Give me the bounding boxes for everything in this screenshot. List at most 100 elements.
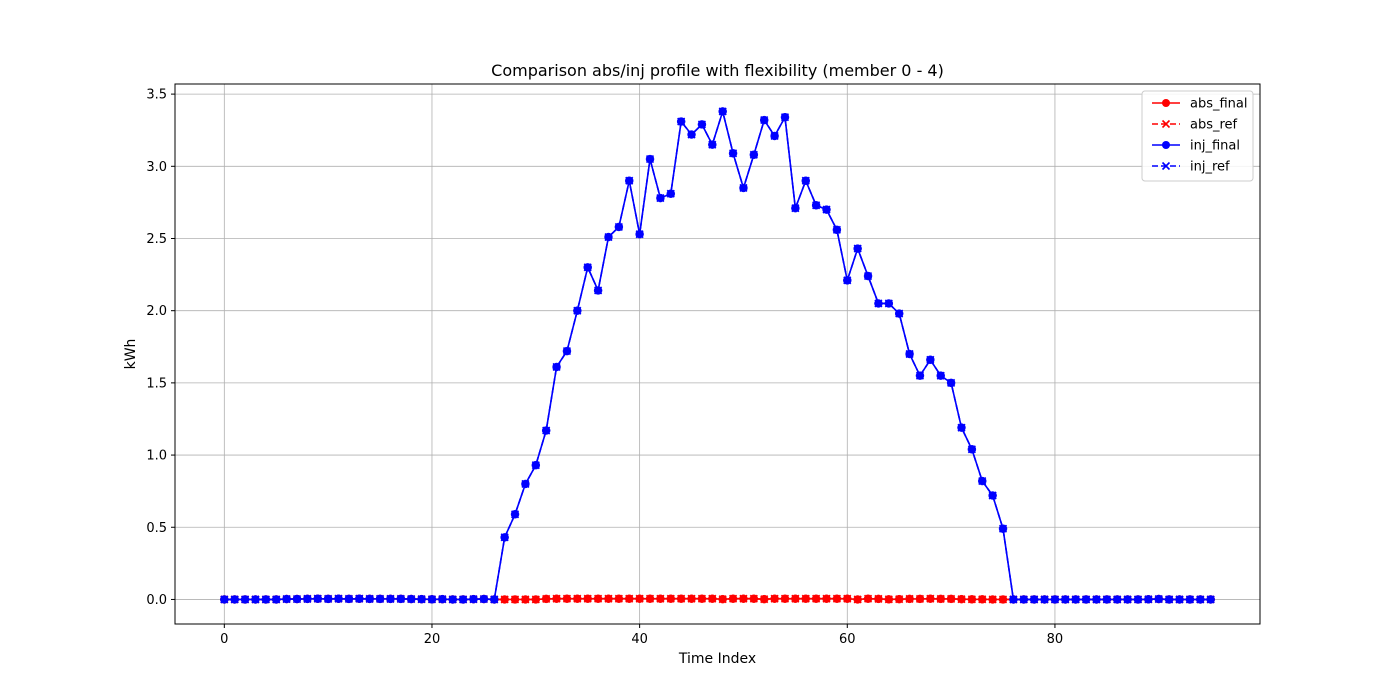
- data-point: [427, 595, 437, 604]
- data-point: [1009, 595, 1018, 604]
- legend-item-abs-ref: abs_ref: [1152, 118, 1238, 133]
- data-point: [594, 286, 603, 295]
- data-point: [853, 595, 862, 604]
- data-point: [926, 594, 935, 603]
- data-point: [863, 271, 873, 281]
- data-point: [521, 479, 530, 489]
- data-point: [552, 362, 561, 372]
- data-point: [303, 594, 312, 603]
- x-tick-label: 80: [1047, 632, 1064, 647]
- data-point: [687, 594, 696, 603]
- y-tick-label: 2.0: [146, 304, 167, 319]
- data-point: [500, 533, 509, 542]
- y-tick-label: 0.0: [146, 593, 167, 608]
- data-point: [573, 306, 582, 315]
- data-point: [739, 594, 748, 603]
- data-point: [500, 595, 509, 604]
- data-point: [614, 594, 623, 603]
- data-point: [749, 150, 758, 159]
- data-point: [947, 378, 956, 387]
- data-point: [884, 299, 893, 308]
- data-point: [729, 594, 738, 603]
- data-point: [780, 594, 790, 603]
- data-point: [459, 595, 468, 604]
- legend-marker: [1161, 161, 1171, 171]
- legend-box: [1141, 90, 1254, 182]
- data-point: [313, 594, 322, 603]
- x-axis-label: Time Index: [678, 651, 756, 667]
- data-point: [1102, 595, 1111, 604]
- legend-label: inj_ref: [1190, 160, 1230, 175]
- legend-label: abs_ref: [1190, 118, 1238, 133]
- legend-item-inj-ref: inj_ref: [1152, 160, 1230, 175]
- data-point: [521, 595, 530, 604]
- data-point: [718, 595, 727, 604]
- data-point: [1071, 595, 1080, 604]
- legend-marker: [1162, 141, 1170, 149]
- data-point: [562, 594, 572, 603]
- data-point: [251, 595, 260, 604]
- data-point: [760, 116, 769, 125]
- data-point: [635, 594, 644, 603]
- data-point: [272, 595, 281, 604]
- data-point: [656, 594, 665, 603]
- legend-label: inj_final: [1190, 139, 1240, 154]
- data-point: [1040, 595, 1049, 604]
- data-point: [1030, 595, 1039, 604]
- data-point: [1175, 595, 1184, 604]
- data-point: [375, 594, 385, 603]
- data-point: [760, 595, 769, 604]
- y-tick-label: 0.5: [146, 521, 167, 536]
- data-point: [832, 225, 841, 234]
- data-point: [448, 595, 457, 604]
- data-point: [604, 594, 613, 603]
- legend-item-abs-final: abs_final: [1152, 97, 1248, 112]
- data-point: [573, 594, 582, 603]
- y-tick-label: 2.5: [146, 232, 167, 247]
- legend-marker: [1162, 99, 1170, 107]
- y-axis-label: kWh: [123, 339, 139, 370]
- data-point: [843, 276, 852, 285]
- data-point: [791, 594, 800, 603]
- x-tick-label: 20: [424, 632, 441, 647]
- data-point: [1050, 595, 1060, 604]
- data-point: [998, 524, 1008, 533]
- data-point: [614, 222, 623, 232]
- data-point: [697, 594, 706, 603]
- axis-ticks: 0 20 40 60 80 0.0 0.5 1.0 1.5 2.0 2.5 3.0 3.5: [146, 88, 1063, 647]
- data-point: [1196, 595, 1205, 604]
- data-point: [884, 595, 893, 604]
- data-point: [915, 594, 925, 603]
- data-point: [905, 349, 914, 359]
- x-tick-label: 60: [839, 632, 856, 647]
- data-point: [729, 149, 738, 158]
- data-point: [583, 263, 592, 272]
- y-tick-label: 3.0: [146, 160, 167, 175]
- data-point: [604, 232, 613, 242]
- data-point: [988, 491, 997, 500]
- data-point: [625, 176, 634, 185]
- data-point: [542, 594, 551, 603]
- data-point: [261, 595, 270, 604]
- data-point: [666, 189, 675, 198]
- data-point: [282, 594, 291, 604]
- data-point: [552, 594, 561, 603]
- data-point: [874, 594, 883, 603]
- data-point: [344, 594, 353, 603]
- data-point: [988, 595, 997, 604]
- series-line: [224, 110, 1211, 601]
- data-point: [1113, 595, 1122, 604]
- plot-frame: [174, 83, 1261, 625]
- data-point: [697, 120, 706, 129]
- data-point: [936, 594, 945, 603]
- data-point: [1123, 595, 1132, 604]
- x-tick-label: 40: [631, 632, 648, 647]
- data-point: [1154, 594, 1163, 604]
- data-point: [510, 595, 520, 604]
- data-point: [957, 595, 966, 604]
- data-point: [365, 594, 374, 603]
- chart-title: Comparison abs/inj profile with flexibil…: [491, 61, 944, 80]
- data-point: [770, 594, 779, 603]
- legend: abs_final abs_ref inj_final inj_ref: [1141, 90, 1254, 182]
- data-point: [1206, 595, 1215, 604]
